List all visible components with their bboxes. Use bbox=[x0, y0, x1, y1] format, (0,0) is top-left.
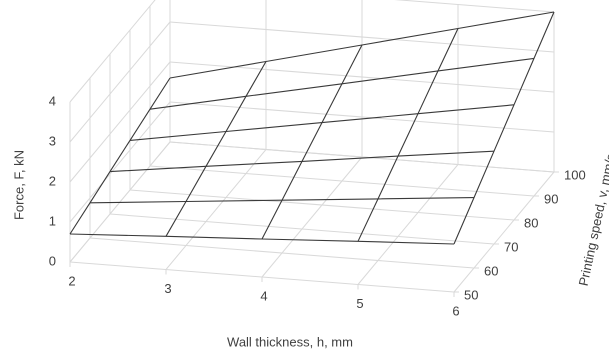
floor-grid-line bbox=[357, 164, 459, 285]
x-tick-label: 5 bbox=[356, 296, 363, 311]
x-tick-label: 2 bbox=[68, 273, 75, 288]
floor-grid-line bbox=[129, 189, 515, 221]
y-tick-label: 50 bbox=[464, 287, 478, 302]
y-tick-label: 80 bbox=[524, 215, 538, 230]
surface-line bbox=[357, 28, 459, 242]
floor-grid-line bbox=[89, 237, 475, 269]
floor-grid-line bbox=[165, 149, 267, 270]
wall-grid-line bbox=[69, 101, 171, 223]
surface-line bbox=[165, 61, 267, 237]
y-tick-label: 100 bbox=[564, 167, 586, 182]
z-tick-label: 3 bbox=[49, 133, 56, 148]
x-tick-label: 3 bbox=[164, 281, 171, 296]
y-tick-label: 60 bbox=[484, 263, 498, 278]
wall-grid-line bbox=[69, 61, 171, 183]
y-tick-label: 70 bbox=[504, 239, 518, 254]
wall-grid-line bbox=[393, 0, 555, 13]
z-tick-label: 0 bbox=[49, 253, 56, 268]
floor-grid-line bbox=[261, 156, 363, 278]
y-tick-label: 90 bbox=[544, 191, 558, 206]
z-axis-title: Force, F, kN bbox=[11, 150, 26, 220]
wall-grid-line bbox=[69, 21, 171, 143]
floor-grid-line bbox=[453, 171, 555, 293]
floor-grid-line bbox=[69, 261, 455, 293]
floor-grid-line bbox=[169, 141, 555, 173]
x-axis-title: Wall thickness, h, mm bbox=[227, 334, 353, 349]
z-tick-label: 2 bbox=[49, 173, 56, 188]
surface-line bbox=[69, 77, 171, 235]
x-tick-label: 6 bbox=[452, 303, 459, 318]
wall-grid-line bbox=[69, 0, 156, 103]
floor-grid-line bbox=[109, 213, 495, 245]
z-tick-label: 4 bbox=[49, 93, 56, 108]
x-tick-label: 4 bbox=[260, 288, 267, 303]
surface-line bbox=[453, 11, 555, 245]
z-tick-label: 1 bbox=[49, 213, 56, 228]
surface-line bbox=[261, 44, 363, 240]
floor-grid-line bbox=[149, 165, 535, 197]
